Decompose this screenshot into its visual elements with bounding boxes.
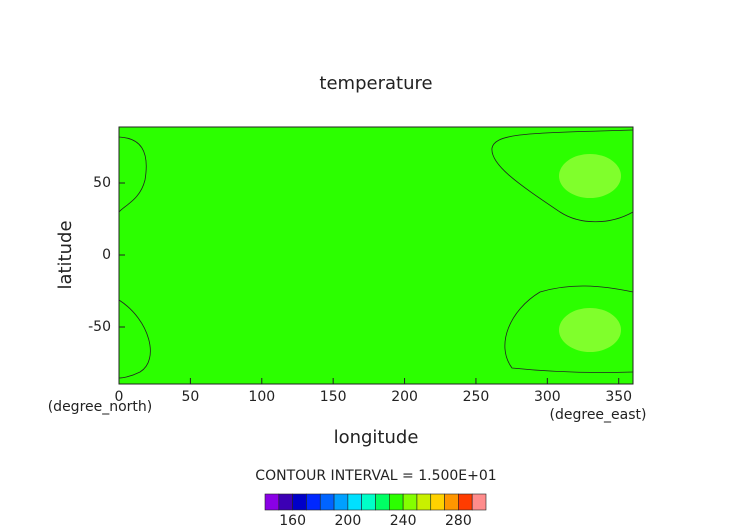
x-axis-label: longitude (334, 427, 419, 448)
x-tick-label: 300 (534, 389, 561, 405)
x-tick-label: 150 (320, 389, 347, 405)
y-tick-label: -50 (88, 319, 111, 335)
colorbar-box (430, 493, 445, 511)
colorbar-box (333, 493, 349, 511)
colorbar-tick-label: 200 (335, 513, 362, 529)
colorbar-tick-label: 240 (390, 513, 417, 529)
field (119, 127, 633, 384)
x-tick-label: 250 (463, 389, 490, 405)
contour-line (504, 285, 634, 373)
x-tick-label: 0 (115, 389, 124, 405)
colorbar-box (402, 493, 418, 511)
colorbar-box (471, 493, 487, 511)
x-tick-label: 350 (605, 389, 632, 405)
warm-patch (559, 154, 621, 198)
colorbar-box (375, 493, 390, 511)
colorbar-box (458, 493, 473, 511)
annotation: CONTOUR INTERVAL = 1.500E+01 (255, 468, 496, 484)
colorbar-box (416, 493, 432, 511)
x-unit: (degree_east) (550, 407, 647, 423)
contour-lines (118, 129, 634, 379)
colorbar-tick-label: 280 (445, 513, 472, 529)
colorbar-box (444, 493, 459, 511)
colorbar-box (264, 493, 280, 511)
colorbar-box (361, 493, 376, 511)
contour-line (118, 299, 151, 379)
contour-line (118, 136, 147, 213)
colorbar-box (306, 493, 321, 511)
colorbar-box (278, 493, 293, 511)
colorbar-tick-label: 160 (279, 513, 306, 529)
colorbar-box (347, 493, 362, 511)
y-tick-label: 50 (93, 175, 111, 191)
x-tick-label: 50 (181, 389, 199, 405)
x-tick-label: 200 (391, 389, 418, 405)
x-tick-label: 100 (248, 389, 275, 405)
chart-title: temperature (319, 73, 432, 94)
contour-line (491, 129, 634, 223)
warm-patch (559, 308, 621, 352)
y-unit: (degree_north) (48, 399, 153, 415)
colorbar-box (389, 493, 404, 511)
y-axis-label: latitude (55, 220, 76, 289)
y-tick-label: 0 (102, 247, 111, 263)
colorbar-box (319, 493, 335, 511)
colorbar-box (292, 493, 307, 511)
